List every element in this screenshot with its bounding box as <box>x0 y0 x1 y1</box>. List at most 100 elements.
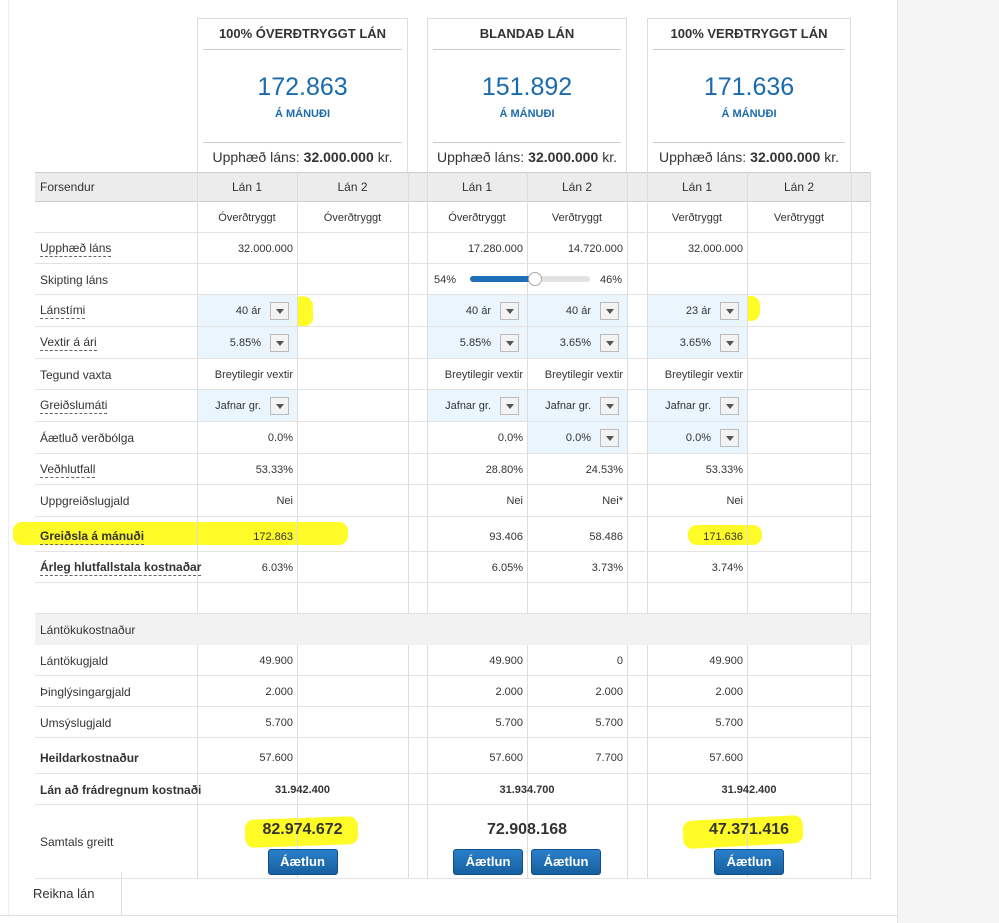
section-row <box>35 614 870 645</box>
plan-amount: 32.000.000 <box>528 149 599 165</box>
cell: 58.486 <box>589 530 623 543</box>
group-value: 31.942.400 <box>721 783 777 796</box>
cell: 5.700 <box>595 716 623 729</box>
header-cell: Lán 1 <box>681 180 713 194</box>
cell: 3.74% <box>711 561 743 574</box>
row-label: Tegund vaxta <box>40 367 112 382</box>
select-value[interactable]: 40 ár <box>235 305 261 317</box>
plan-amount: Upphæð láns: 32.000.000 kr. <box>197 149 408 165</box>
row-line <box>35 804 870 805</box>
cell: 49.900 <box>489 654 523 667</box>
row-line <box>35 326 870 327</box>
plan-amount: Upphæð láns: 32.000.000 kr. <box>427 149 627 165</box>
plan-button[interactable]: Áætlun <box>453 849 523 875</box>
cell: 32.000.000 <box>237 242 293 255</box>
row-line <box>35 878 870 879</box>
dropdown-button[interactable] <box>600 334 619 352</box>
divider <box>203 142 402 143</box>
header-cell: Lán 1 <box>461 180 493 194</box>
dropdown-button[interactable] <box>270 334 289 352</box>
select-value[interactable]: 0.0% <box>565 432 591 444</box>
row-label[interactable]: Greiðslumáti <box>40 398 108 414</box>
dropdown-button[interactable] <box>270 397 289 415</box>
select-value[interactable]: 23 ár <box>685 305 711 317</box>
row-line <box>35 551 870 552</box>
dropdown-button[interactable] <box>600 397 619 415</box>
select-value[interactable]: 3.65% <box>559 337 591 349</box>
row-line <box>35 389 870 390</box>
dropdown-button[interactable] <box>720 334 739 352</box>
row-line <box>35 675 870 676</box>
row-label: Uppgreiðslugjald <box>40 494 130 508</box>
row-label[interactable]: Árleg hlutfallstala kostnaðar <box>40 559 202 576</box>
row-line <box>35 484 870 485</box>
border <box>121 872 122 915</box>
select-value[interactable]: 40 ár <box>565 305 591 317</box>
dropdown-button[interactable] <box>500 334 519 352</box>
plan-amount: 32.000.000 <box>303 149 374 165</box>
plan-amount-unit: kr. <box>602 149 618 165</box>
row-line <box>35 516 870 517</box>
select-value[interactable]: 5.85% <box>229 337 261 349</box>
cell: Breytilegir vextir <box>214 368 293 381</box>
cell: 57.600 <box>259 752 293 764</box>
cell: Nei <box>276 495 293 507</box>
row-line <box>35 453 870 454</box>
dropdown-button[interactable] <box>600 302 619 320</box>
plan-card <box>647 18 851 173</box>
row-label[interactable]: Lánstími <box>40 303 86 319</box>
select-value[interactable]: Jafnar gr. <box>215 400 261 412</box>
total-value: 72.908.168 <box>486 821 568 838</box>
cell: Verðtryggt <box>671 211 723 224</box>
select-value[interactable]: Jafnar gr. <box>665 400 711 412</box>
select-value[interactable]: 5.85% <box>459 337 491 349</box>
cell: 28.80% <box>485 463 523 476</box>
cell: Breytilegir vextir <box>544 368 623 381</box>
row-label[interactable]: Greiðsla á mánuði <box>40 528 145 545</box>
dropdown-button[interactable] <box>500 397 519 415</box>
section-title: Lántökukostnaður <box>40 622 136 637</box>
select-value[interactable]: Jafnar gr. <box>545 400 591 412</box>
dropdown-button[interactable] <box>270 302 289 320</box>
dropdown-button[interactable] <box>500 302 519 320</box>
column-line <box>408 172 409 879</box>
plan-amount-unit: kr. <box>824 149 840 165</box>
row-label[interactable]: Upphæð láns <box>40 240 112 257</box>
dropdown-button[interactable] <box>720 302 739 320</box>
cell: Nei <box>726 495 743 507</box>
row-label[interactable]: Vextir á ári <box>40 335 97 351</box>
divider <box>433 142 621 143</box>
row-line <box>35 232 870 233</box>
row-label[interactable]: Veðhlutfall <box>40 461 96 478</box>
select-value[interactable]: 40 ár <box>465 305 491 317</box>
row-label: Heildarkostnaður <box>40 751 139 765</box>
cell: 24.53% <box>585 463 623 476</box>
select-value[interactable]: 0.0% <box>685 432 711 444</box>
row-label: Áætluð verðbólga <box>40 431 135 445</box>
cell: 2.000 <box>715 685 743 698</box>
select-value[interactable]: Jafnar gr. <box>445 400 491 412</box>
plan-amount-unit: kr. <box>377 149 393 165</box>
slider-handle[interactable] <box>527 272 542 286</box>
cell: Verðtryggt <box>551 211 603 224</box>
tab[interactable]: Reikna lán <box>33 886 95 901</box>
plan-amount: Upphæð láns: 32.000.000 kr. <box>647 149 851 165</box>
dropdown-button[interactable] <box>720 397 739 415</box>
row-line <box>35 294 870 295</box>
cell: 2.000 <box>495 685 523 698</box>
cell: 5.700 <box>495 716 523 729</box>
plan-payment-unit: Á MÁNUÐI <box>275 108 330 120</box>
cell: 17.280.000 <box>467 242 523 255</box>
plan-button[interactable]: Áætlun <box>714 849 784 875</box>
divider <box>653 49 845 50</box>
cell: Nei* <box>602 495 623 507</box>
header-cell: Lán 2 <box>337 180 368 194</box>
plan-button[interactable]: Áætlun <box>531 849 601 875</box>
row-line <box>35 737 870 738</box>
select-value[interactable]: 3.65% <box>679 337 711 349</box>
row-label: Umsýslugjald <box>40 715 112 730</box>
plan-button[interactable]: Áætlun <box>267 849 338 875</box>
dropdown-button[interactable] <box>720 429 739 447</box>
dropdown-button[interactable] <box>600 429 619 447</box>
cell: 49.900 <box>259 654 293 667</box>
